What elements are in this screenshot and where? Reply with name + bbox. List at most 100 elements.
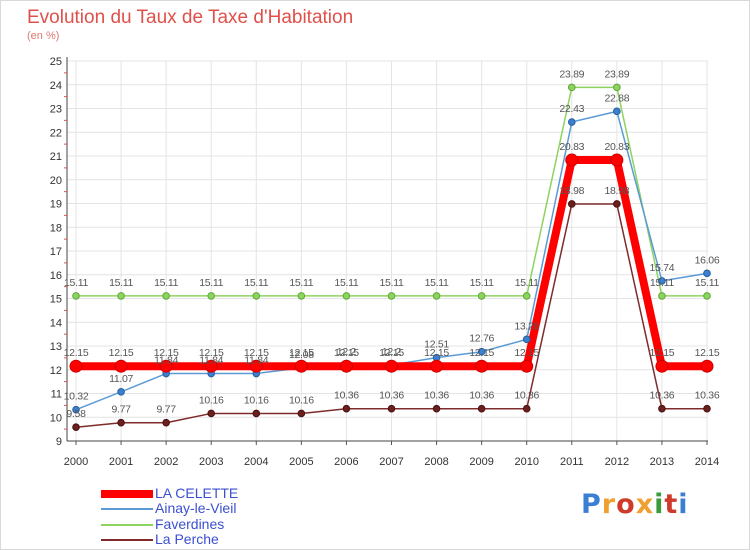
x-tick-label: 2000: [64, 456, 88, 468]
data-label-la-celette: 12.15: [289, 347, 314, 359]
y-tick-label: 25: [50, 56, 62, 68]
data-label-faverdines: 15.11: [244, 277, 268, 289]
data-label-la-perche: 10.36: [695, 390, 720, 402]
y-tick-label: 11: [51, 389, 62, 401]
x-tick-label: 2002: [154, 456, 178, 468]
data-point-ainay-le-vieil: [117, 388, 125, 396]
data-point-la-perche: [613, 200, 621, 208]
data-label-la-perche: 18.98: [559, 185, 584, 197]
data-label-la-celette: 12.15: [424, 347, 449, 359]
y-tick-label: 12: [50, 365, 62, 377]
y-tick-label: 15: [50, 294, 62, 306]
data-point-ainay-le-vieil: [703, 269, 711, 278]
data-point-la-celette: [69, 359, 83, 373]
proxiti-logo: Proxiti: [581, 489, 689, 520]
x-tick-label: 2007: [379, 456, 403, 468]
y-tick-label: 16: [50, 270, 62, 282]
data-label-la-celette: 12.15: [650, 347, 675, 359]
axes: 9 10 11 12 13 14 15 16 17 18 19 20 21 22 23 24 25 2000 200…: [50, 56, 719, 468]
y-tick-label: 14: [50, 317, 62, 329]
data-point-la-perche: [703, 404, 711, 413]
data-point-ainay-le-vieil: [613, 107, 621, 116]
data-label-ainay-le-vieil: 12.51: [424, 339, 449, 351]
y-tick-label: 19: [50, 199, 62, 211]
series-points: [69, 83, 714, 432]
data-label-la-celette: 20.83: [604, 141, 629, 153]
y-tick-label: 21: [50, 151, 62, 163]
data-label-faverdines: 15.11: [109, 277, 133, 289]
y-tick-label: 22: [50, 127, 62, 139]
data-label-faverdines: 15.11: [64, 277, 88, 289]
data-label-faverdines: 15.11: [515, 277, 539, 289]
data-point-la-celette: [520, 359, 534, 373]
data-point-la-perche: [207, 409, 216, 418]
data-label-ainay-le-vieil: 16.06: [695, 254, 720, 266]
x-tick-label: 2014: [695, 456, 719, 468]
data-label-faverdines: 23.89: [559, 68, 584, 80]
data-point-faverdines: [703, 292, 711, 300]
point-labels: 12.15 12.15 12.15 12.15 12.15 12.15 12.15 12.15…: [64, 68, 721, 420]
data-label-faverdines: 15.11: [470, 277, 494, 289]
data-point-la-celette: [475, 359, 489, 373]
data-label-ainay-le-vieil: 11.84: [244, 355, 268, 367]
data-label-faverdines: 23.89: [604, 68, 629, 80]
data-point-la-perche: [342, 404, 351, 413]
x-tick-label: 2011: [560, 456, 584, 468]
data-point-la-perche: [117, 418, 125, 427]
data-label-la-celette: 12.15: [514, 347, 539, 359]
data-label-la-perche: 9.58: [66, 408, 86, 420]
data-label-ainay-le-vieil: 15.74: [650, 262, 675, 274]
data-point-faverdines: [297, 292, 306, 300]
data-label-la-perche: 18.98: [604, 185, 629, 197]
legend-swatch: [101, 508, 153, 510]
data-label-faverdines: 15.11: [425, 277, 449, 289]
data-point-la-celette: [159, 359, 173, 373]
data-point-la-celette: [565, 153, 579, 167]
data-label-la-perche: 9.77: [157, 404, 177, 416]
legend-label: LA CELETTE: [155, 485, 239, 501]
data-point-la-perche: [567, 200, 576, 208]
legend-swatch: [101, 524, 153, 526]
data-label-la-perche: 9.77: [111, 404, 131, 416]
data-point-la-celette: [339, 359, 353, 373]
data-point-ainay-le-vieil: [477, 347, 486, 356]
data-point-faverdines: [342, 292, 351, 300]
y-tick-label: 10: [50, 412, 62, 424]
data-point-faverdines: [477, 292, 486, 300]
data-point-la-perche: [252, 409, 261, 418]
data-point-la-celette: [430, 359, 444, 373]
y-tick-label: 18: [50, 222, 62, 234]
data-point-la-celette: [610, 153, 624, 167]
data-label-la-celette: 12.15: [469, 347, 494, 359]
data-point-la-perche: [387, 404, 396, 413]
data-point-la-perche: [297, 409, 306, 418]
x-tick-label: 2006: [334, 456, 358, 468]
data-label-ainay-le-vieil: 22.88: [604, 92, 629, 104]
data-label-la-celette: 12.15: [695, 347, 720, 359]
data-label-faverdines: 15.11: [650, 277, 674, 289]
legend-label: Ainay-le-Vieil: [155, 500, 237, 516]
data-point-ainay-le-vieil: [658, 277, 666, 285]
data-point-faverdines: [387, 292, 396, 300]
data-label-la-celette: 12.15: [244, 347, 269, 359]
data-label-ainay-le-vieil: 12.76: [469, 333, 494, 345]
x-tick-label: 2013: [650, 456, 674, 468]
data-label-faverdines: 15.11: [154, 277, 178, 289]
x-tick-label: 2012: [605, 456, 629, 468]
data-point-la-celette: [385, 359, 398, 373]
data-point-faverdines: [162, 292, 170, 300]
data-point-faverdines: [567, 83, 576, 92]
y-tick-label: 9: [56, 436, 62, 448]
data-label-la-perche: 10.36: [379, 390, 404, 402]
data-point-faverdines: [72, 292, 80, 300]
data-point-la-celette: [249, 359, 263, 373]
data-label-la-celette: 12.15: [334, 347, 359, 359]
data-point-la-celette: [204, 359, 218, 373]
data-label-faverdines: 15.11: [199, 277, 223, 289]
data-point-la-perche: [432, 404, 441, 413]
data-label-la-celette: 12.15: [109, 347, 134, 359]
x-tick-label: 2008: [424, 456, 448, 468]
chart-subtitle: (en %): [27, 30, 60, 42]
